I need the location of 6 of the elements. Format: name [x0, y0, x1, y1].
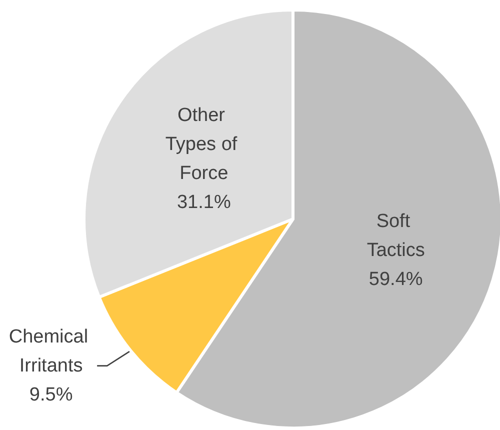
data-label: 59.4%: [368, 268, 423, 290]
data-label: 9.5%: [29, 384, 73, 406]
data-label: 31.1%: [176, 192, 231, 213]
slice-label: Soft Tactics: [366, 210, 425, 261]
slice-label: Chemical Irritants: [8, 326, 94, 376]
slice-label: Other Types of Force: [165, 104, 242, 184]
